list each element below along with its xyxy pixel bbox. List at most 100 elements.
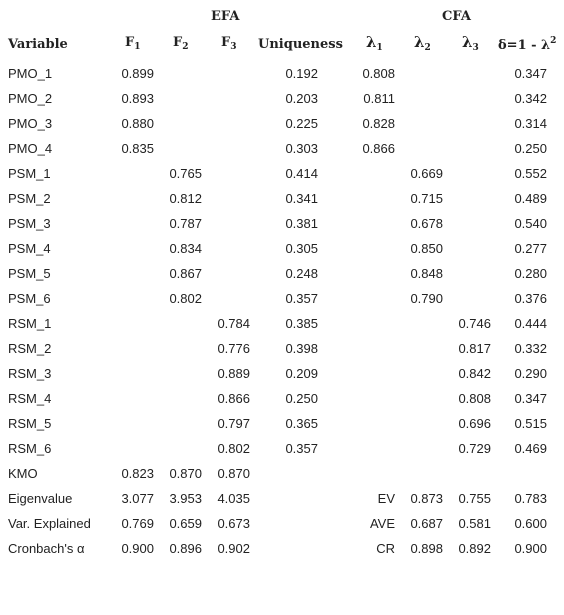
uniqueness-cell: 0.303 bbox=[285, 141, 318, 156]
cfa-group-header: CFA bbox=[442, 9, 471, 24]
lambda2-cell: 0.669 bbox=[410, 166, 443, 181]
lambda1-cell: 0.828 bbox=[362, 116, 395, 131]
table-row: RSM_1 0.784 0.385 0.746 0.444 bbox=[0, 311, 564, 336]
uniqueness-cell: 0.365 bbox=[285, 416, 318, 431]
f2-header-sub: 2 bbox=[182, 42, 189, 52]
lambda1-cell: EV bbox=[377, 491, 395, 506]
uniqueness-cell: 0.192 bbox=[285, 66, 318, 81]
table-row: Var. Explained 0.769 0.659 0.673 AVE 0.687 0.5… bbox=[0, 511, 564, 536]
f1-header-sub: 1 bbox=[134, 42, 141, 52]
lambda3-cell: 0.817 bbox=[458, 341, 491, 356]
delta-cell: 0.469 bbox=[514, 441, 547, 456]
lambda3-cell: 0.755 bbox=[458, 491, 491, 506]
delta-cell: 0.280 bbox=[514, 266, 547, 281]
lambda3-cell: 0.746 bbox=[458, 316, 491, 331]
table-row: RSM_6 0.802 0.357 0.729 0.469 bbox=[0, 436, 564, 461]
delta-cell: 0.515 bbox=[514, 416, 547, 431]
table-row: PSM_6 0.802 0.357 0.790 0.376 bbox=[0, 286, 564, 311]
lambda1-cell: 0.808 bbox=[362, 66, 395, 81]
delta-cell: 0.600 bbox=[514, 516, 547, 531]
f2-cell: 0.802 bbox=[169, 291, 202, 306]
delta-cell: 0.347 bbox=[514, 391, 547, 406]
table-row: Eigenvalue 3.077 3.953 4.035 EV 0.873 0.755 0.7… bbox=[0, 486, 564, 511]
table-row: PSM_2 0.812 0.341 0.715 0.489 bbox=[0, 186, 564, 211]
f3-cell: 0.866 bbox=[217, 391, 250, 406]
f2-cell: 0.787 bbox=[169, 216, 202, 231]
row-label: Cronbach's α bbox=[8, 541, 85, 556]
lambda2-cell: 0.873 bbox=[410, 491, 443, 506]
f2-header: F2 bbox=[173, 35, 189, 52]
f3-cell: 0.797 bbox=[217, 416, 250, 431]
lambda1-header: λ1 bbox=[366, 33, 383, 53]
row-label: RSM_1 bbox=[8, 316, 52, 331]
f2-cell: 0.867 bbox=[169, 266, 202, 281]
f1-cell: 0.769 bbox=[121, 516, 154, 531]
lambda2-cell: 0.715 bbox=[410, 191, 443, 206]
lambda1-cell: 0.866 bbox=[362, 141, 395, 156]
uniqueness-cell: 0.414 bbox=[285, 166, 318, 181]
f2-cell: 0.870 bbox=[169, 466, 202, 481]
lambda2-cell: 0.848 bbox=[410, 266, 443, 281]
delta-cell: 0.332 bbox=[514, 341, 547, 356]
row-label: PMO_2 bbox=[8, 91, 53, 106]
lambda1-cell: CR bbox=[376, 541, 395, 556]
table-row: PMO_1 0.899 0.192 0.808 0.347 bbox=[0, 61, 564, 86]
row-label: PSM_3 bbox=[8, 216, 51, 231]
uniqueness-cell: 0.381 bbox=[285, 216, 318, 231]
f1-cell: 0.899 bbox=[121, 66, 154, 81]
delta-header: δ=1 - λ2 bbox=[498, 36, 556, 53]
delta-cell: 0.489 bbox=[514, 191, 547, 206]
row-label: PSM_5 bbox=[8, 266, 51, 281]
table-row: PSM_1 0.765 0.414 0.669 0.552 bbox=[0, 161, 564, 186]
delta-cell: 0.277 bbox=[514, 241, 547, 256]
lambda2-cell: 0.678 bbox=[410, 216, 443, 231]
delta-cell: 0.783 bbox=[514, 491, 547, 506]
f2-cell: 0.812 bbox=[169, 191, 202, 206]
table-row: RSM_5 0.797 0.365 0.696 0.515 bbox=[0, 411, 564, 436]
lambda2-cell: 0.687 bbox=[410, 516, 443, 531]
table-row: PMO_2 0.893 0.203 0.811 0.342 bbox=[0, 86, 564, 111]
uniqueness-cell: 0.305 bbox=[285, 241, 318, 256]
row-label: RSM_4 bbox=[8, 391, 52, 406]
f3-cell: 4.035 bbox=[217, 491, 250, 506]
row-label: RSM_2 bbox=[8, 341, 52, 356]
uniqueness-cell: 0.341 bbox=[285, 191, 318, 206]
delta-header-sup: 2 bbox=[550, 36, 557, 46]
f2-cell: 0.659 bbox=[169, 516, 202, 531]
uniqueness-cell: 0.248 bbox=[285, 266, 318, 281]
f3-header-sub: 3 bbox=[230, 42, 237, 52]
table-row: Cronbach's α 0.900 0.896 0.902 CR 0.898 0.892 0… bbox=[0, 536, 564, 561]
f3-cell: 0.776 bbox=[217, 341, 250, 356]
delta-cell: 0.314 bbox=[514, 116, 547, 131]
uniqueness-cell: 0.203 bbox=[285, 91, 318, 106]
table-row: PMO_3 0.880 0.225 0.828 0.314 bbox=[0, 111, 564, 136]
delta-cell: 0.290 bbox=[514, 366, 547, 381]
lambda1-cell: 0.811 bbox=[363, 91, 395, 106]
lambda2-cell: 0.898 bbox=[410, 541, 443, 556]
row-label: RSM_5 bbox=[8, 416, 52, 431]
f2-cell: 0.834 bbox=[169, 241, 202, 256]
delta-cell: 0.250 bbox=[514, 141, 547, 156]
lambda2-cell: 0.850 bbox=[410, 241, 443, 256]
f3-cell: 0.784 bbox=[217, 316, 250, 331]
variable-header: Variable bbox=[8, 37, 68, 52]
lambda3-header-sub: 3 bbox=[472, 43, 479, 53]
delta-header-formula: δ=1 - λ bbox=[498, 38, 551, 53]
lambda2-header: λ2 bbox=[414, 33, 431, 53]
row-label: Var. Explained bbox=[8, 516, 91, 531]
f1-cell: 0.893 bbox=[121, 91, 154, 106]
uniqueness-cell: 0.250 bbox=[285, 391, 318, 406]
lambda3-cell: 0.581 bbox=[458, 516, 491, 531]
table-row: KMO 0.823 0.870 0.870 bbox=[0, 461, 564, 486]
row-label: Eigenvalue bbox=[8, 491, 73, 506]
uniqueness-cell: 0.225 bbox=[285, 116, 318, 131]
lambda1-header-letter: λ bbox=[366, 33, 377, 51]
f3-cell: 0.802 bbox=[217, 441, 250, 456]
lambda3-header-letter: λ bbox=[462, 33, 473, 51]
uniqueness-cell: 0.357 bbox=[285, 291, 318, 306]
lambda1-cell: AVE bbox=[369, 516, 395, 531]
uniqueness-cell: 0.357 bbox=[285, 441, 318, 456]
row-label: PSM_2 bbox=[8, 191, 51, 206]
row-label: PSM_4 bbox=[8, 241, 51, 256]
table-row: RSM_2 0.776 0.398 0.817 0.332 bbox=[0, 336, 564, 361]
